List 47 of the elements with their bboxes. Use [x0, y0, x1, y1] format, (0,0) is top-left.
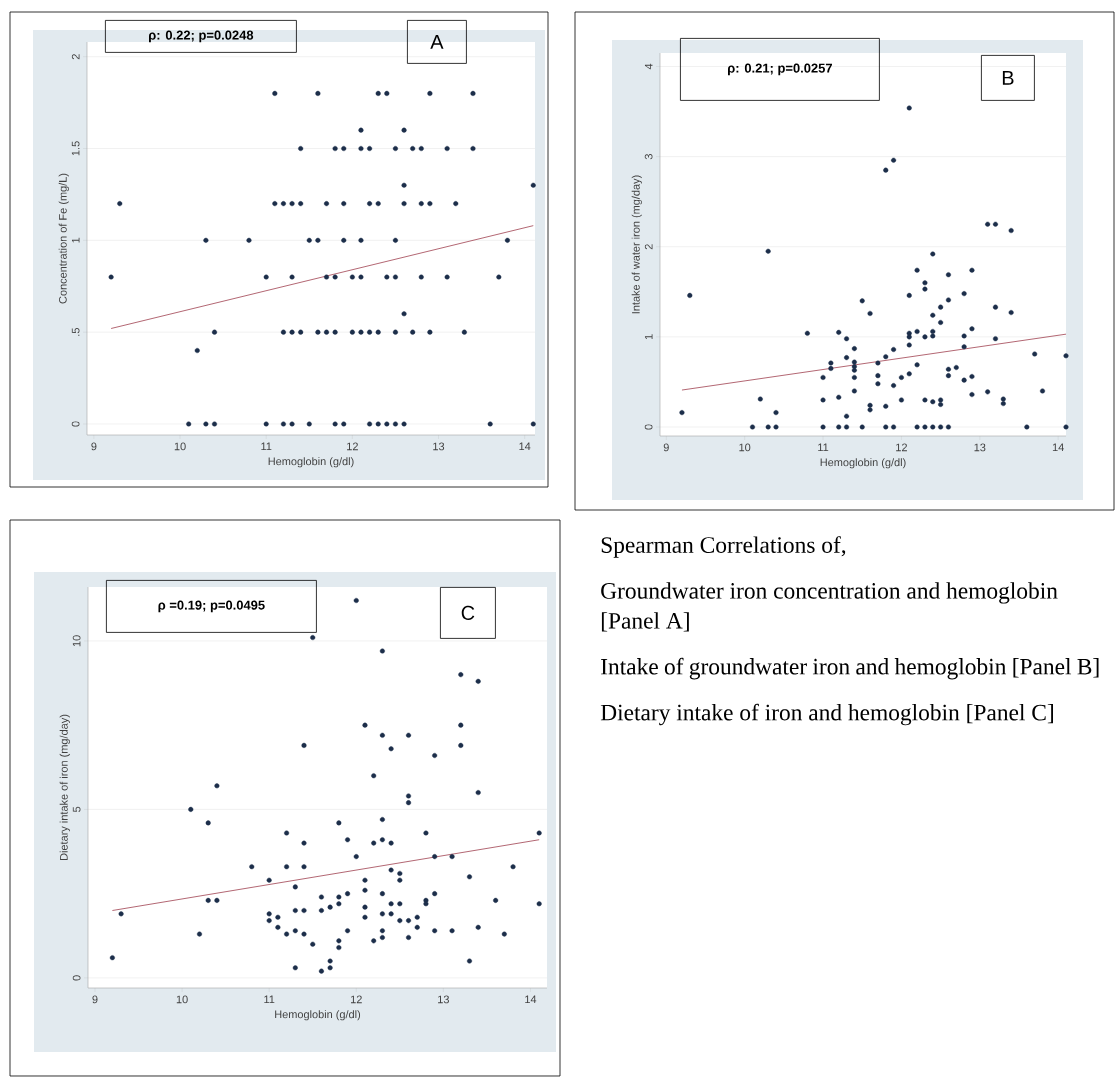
annotation: ρ: 0.22; p=0.0248: [149, 30, 254, 43]
x-tick-label: 14: [525, 995, 537, 1004]
annotation: C: [461, 605, 475, 620]
y-axis-title: Dietary intake of iron (mg/day): [59, 714, 70, 860]
y-tick-label: 2: [71, 54, 80, 60]
text: Groundwater iron concentration and hemoglobin [Panel A]: [601, 582, 1058, 632]
y-tick-label: 1: [71, 237, 80, 243]
x-tick-label: 9: [91, 442, 97, 451]
y-tick-label: 2: [644, 244, 653, 250]
annotation: A: [430, 35, 444, 49]
x-tick-label: 10: [174, 442, 186, 451]
y-axis-title: Intake of water iron (mg/day): [631, 175, 642, 314]
y-tick-label: 0: [644, 424, 653, 430]
y-axis-title: Concentration of Fe (mg/L): [58, 173, 69, 304]
x-tick-label: 14: [519, 442, 531, 451]
y-tick-label: .5: [71, 328, 80, 336]
x-tick-label: 11: [264, 995, 275, 1004]
x-tick-label: 14: [1052, 443, 1064, 452]
annotation: ρ: 0.21; p=0.0257: [728, 63, 832, 76]
y-tick-label: 10: [72, 635, 81, 647]
x-tick-label: 9: [663, 443, 669, 452]
y-tick-label: 0: [72, 975, 81, 981]
x-tick-label: 13: [974, 443, 986, 452]
y-tick-label: 1: [644, 334, 653, 340]
y-tick-label: 5: [72, 806, 81, 813]
x-tick-label: 13: [433, 442, 445, 451]
text: Spearman Correlations of,: [601, 536, 846, 558]
x-tick-label: 10: [176, 995, 188, 1004]
x-tick-label: 13: [438, 995, 449, 1004]
x-tick-label: 11: [261, 442, 272, 451]
x-tick-label: 12: [347, 442, 358, 451]
y-tick-label: 3: [644, 154, 653, 160]
y-tick-label: 1.5: [71, 141, 80, 156]
x-axis-title: Hemoglobin (g/dl): [268, 457, 354, 468]
annotation: ρ =0.19; p=0.0495: [158, 600, 265, 613]
text: Intake of groundwater iron and hemoglobin [Panel B]: [601, 657, 1099, 680]
x-axis-title: Hemoglobin (g/dl): [275, 1010, 361, 1021]
x-tick-label: 10: [739, 443, 751, 452]
annotation: B: [1002, 71, 1014, 85]
x-tick-label: 9: [92, 995, 98, 1004]
x-tick-label: 11: [818, 443, 829, 452]
x-tick-label: 12: [896, 443, 907, 452]
x-tick-label: 12: [351, 995, 362, 1004]
y-tick-label: 4: [644, 63, 653, 70]
x-axis-title: Hemoglobin (g/dl): [820, 458, 906, 469]
y-tick-label: 0: [71, 421, 80, 427]
text: Dietary intake of iron and hemoglobin [Panel C]: [600, 703, 1053, 726]
